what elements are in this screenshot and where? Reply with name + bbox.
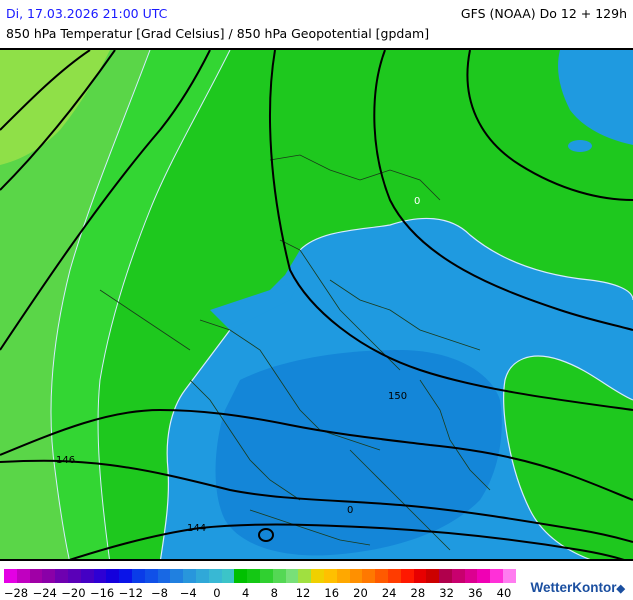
colorscale-tick-label: −4 [179, 586, 197, 600]
colorscale-cell [247, 569, 260, 583]
colorscale-cell [4, 569, 17, 583]
colorscale-cell [234, 569, 248, 583]
colorscale-cell [490, 569, 504, 583]
colorscale-cell [93, 569, 107, 583]
geopotential-contours [0, 50, 633, 559]
logo-mark-icon: ◆ [616, 583, 625, 595]
colorscale-cell [144, 569, 158, 583]
parameter-label: 850 hPa Temperatur [Grad Celsius] / 850 … [6, 26, 430, 41]
colorscale-cell [157, 569, 171, 583]
colorscale-cell [208, 569, 222, 583]
isotherm-zero-west [160, 329, 231, 559]
colorscale-tick-label: 16 [324, 586, 340, 600]
weather-map-canvas: 146 150 144 0 0 [0, 50, 633, 559]
colorscale-cell [170, 569, 184, 583]
map-header: Di, 17.03.2026 21:00 UTC GFS (NOAA) Do 1… [0, 0, 633, 48]
colorscale-cell [362, 569, 376, 583]
colorscale-tick-label: 8 [270, 586, 279, 600]
weather-map[interactable]: 146 150 144 0 0 [0, 48, 633, 561]
colorscale-cell [298, 569, 312, 583]
isotherm-far-west [50, 50, 151, 559]
colorscale-cell [183, 569, 196, 583]
colorscale-cell [349, 569, 363, 583]
colorscale-cell [477, 569, 491, 583]
colorscale-cell [195, 569, 209, 583]
colorscale-cell [323, 569, 337, 583]
temperature-colorscale: −28 −24 −20 −16 −12 −8 −4 0 4 8 12 16 20 24 28 32 36 40 [4, 569, 516, 600]
colorscale-cell [29, 569, 43, 583]
colorscale-cell [67, 569, 81, 583]
warmest-zone-northwest [0, 50, 110, 165]
colorscale-tick-label: 20 [353, 586, 368, 600]
contour-label-150: 150 [388, 391, 407, 402]
colorscale-cell [55, 569, 68, 583]
contour-label-144: 144 [187, 523, 206, 534]
colorscale-cell [439, 569, 452, 583]
colorscale-cell [80, 569, 94, 583]
colorscale-tick-label: −12 [118, 586, 143, 600]
isotherm-label-0-north: 0 [414, 196, 420, 207]
colorscale-tick-label: 12 [295, 586, 311, 600]
colorscale-cell [426, 569, 440, 583]
colorscale-tick-label: 4 [241, 586, 250, 600]
model-run-label: GFS (NOAA) Do 12 + 129h [460, 6, 627, 21]
colorscale-cell [131, 569, 145, 583]
colorscale-cell [387, 569, 401, 583]
cold-patch-small [568, 140, 592, 152]
isotherm-label-0-south: 0 [347, 505, 353, 516]
colorscale-tick-label: 40 [496, 586, 512, 600]
country-borders [99, 154, 491, 551]
colorscale-tick-label: −8 [151, 586, 168, 600]
colorscale-tick-label: 24 [381, 586, 397, 600]
colorscale-cell [285, 569, 299, 583]
colorscale-cell [119, 569, 132, 583]
colorscale-tick-label: −20 [61, 586, 86, 600]
colorscale-tick-label: 32 [439, 586, 454, 600]
colorscale-tick-label: −16 [89, 586, 115, 600]
colorscale-cell [336, 569, 350, 583]
colorscale-cell [221, 569, 235, 583]
colorscale-bar [4, 569, 516, 583]
cold-air-core [215, 350, 502, 556]
colorscale-cell [42, 569, 56, 583]
wetterkontor-logo[interactable]: WetterKontor◆ [531, 580, 625, 595]
colorscale-tick-label: −24 [32, 586, 57, 600]
colorscale-tick-label: 0 [213, 586, 221, 600]
colorscale-tick-label: −28 [3, 586, 29, 600]
colorscale-cell [272, 569, 286, 583]
cold-patch-northeast [558, 50, 633, 145]
warmer-zone-west [0, 50, 150, 559]
colorscale-cell [311, 569, 324, 583]
isotherm-zero-north [299, 217, 633, 301]
forecast-datetime: Di, 17.03.2026 21:00 UTC [6, 6, 168, 21]
colorscale-tick-label: 28 [410, 586, 426, 600]
colorscale-cell [451, 569, 465, 583]
colorscale-cell [413, 569, 427, 583]
cold-air-tongue [210, 280, 300, 330]
logo-text: WetterKontor [530, 580, 617, 595]
colorscale-cell [464, 569, 478, 583]
colorscale-tick-label: 36 [467, 586, 483, 600]
colorscale-cell [259, 569, 273, 583]
isotherm-zero-east [503, 355, 633, 559]
colorscale-cell [503, 569, 516, 583]
colorscale-cell [106, 569, 120, 583]
contour-label-146: 146 [56, 455, 75, 466]
colorscale-cell [400, 569, 414, 583]
closed-contour-low [258, 528, 274, 542]
colorscale-cell [16, 569, 30, 583]
colorscale-cell [375, 569, 388, 583]
colorscale-ticks: −28 −24 −20 −16 −12 −8 −4 0 4 8 12 16 20 24 28 32 36 40 [4, 586, 516, 600]
